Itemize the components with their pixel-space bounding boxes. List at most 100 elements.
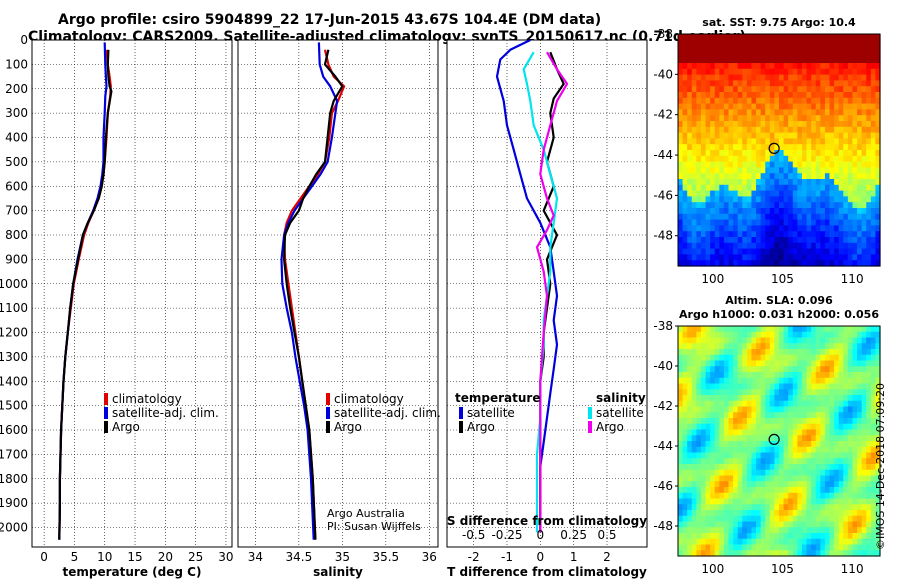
map-cell [696, 538, 702, 546]
map-cell [847, 515, 854, 523]
map-cell [861, 155, 867, 163]
map-cell [847, 202, 854, 209]
map-cell [751, 510, 757, 517]
map-cell [861, 167, 867, 174]
map-cell [678, 231, 684, 238]
map-cell [820, 254, 826, 261]
map-cell [870, 527, 877, 534]
map-cell [838, 225, 844, 232]
map-cell [705, 179, 711, 186]
map-cell [870, 115, 877, 122]
map-cell [875, 544, 881, 551]
map-cell [719, 429, 725, 436]
map-cell [678, 492, 684, 500]
map-cell [696, 34, 702, 41]
map-cell [742, 167, 748, 174]
map-cell [746, 343, 753, 350]
map-cell [834, 366, 840, 373]
map-cell [756, 115, 762, 122]
map-cell [801, 45, 808, 52]
map-cell [834, 39, 840, 47]
map-cell [742, 515, 748, 523]
map-cell [811, 63, 817, 70]
map-cell [733, 150, 739, 157]
map-cell [691, 533, 697, 540]
map-cell [723, 349, 730, 356]
map-cell [811, 74, 817, 81]
map-cell [788, 458, 794, 465]
map-cell [797, 92, 803, 99]
map-cell [765, 45, 771, 52]
map-cell [792, 57, 798, 64]
map-cell [687, 400, 693, 408]
map-cell [700, 126, 707, 134]
map-cell [742, 389, 748, 396]
map-cell [820, 533, 826, 540]
map-cell [834, 184, 840, 192]
map-cell [829, 109, 835, 116]
map-cell [820, 155, 826, 163]
map-cell [723, 34, 730, 41]
map-cell [783, 377, 789, 385]
map-cell [866, 337, 872, 344]
map-cell [866, 544, 872, 551]
map-cell [801, 429, 808, 436]
map-cell [765, 103, 771, 110]
map-cell [820, 34, 826, 41]
map-cell [820, 237, 826, 244]
map-cell [769, 237, 776, 244]
map-cell [824, 527, 831, 534]
map-cell [861, 544, 867, 551]
map-cell [779, 196, 785, 203]
map-cell [824, 39, 831, 47]
map-cell [806, 487, 812, 494]
x-axis-label: T difference from climatology [447, 565, 647, 579]
map-cell [847, 219, 854, 226]
map-cell [788, 383, 794, 390]
map-cell [678, 475, 684, 482]
map-cell [756, 326, 762, 333]
map-cell [769, 383, 776, 390]
map-cell [792, 510, 798, 517]
map-cell [857, 527, 863, 534]
map-cell [792, 190, 798, 197]
map-cell [792, 544, 798, 551]
map-cell [682, 213, 688, 221]
map-cell [710, 86, 716, 93]
map-cell [870, 481, 877, 488]
map-cell [710, 469, 716, 477]
map-cell [687, 452, 693, 459]
map-cell [824, 418, 831, 425]
x-tick-label: 10 [97, 550, 112, 564]
map-cell [779, 161, 785, 168]
map-cell [847, 418, 854, 425]
map-cell [866, 196, 872, 203]
map-cell [788, 510, 794, 517]
map-cell [866, 97, 872, 105]
map-cell [829, 115, 835, 122]
map-cell [746, 395, 753, 402]
map-cell [866, 237, 872, 244]
map-cell [746, 260, 753, 267]
map-cell [824, 360, 831, 367]
map-cell [723, 190, 730, 197]
map-cell [742, 202, 748, 209]
map-cell [792, 109, 798, 116]
map-cell [742, 34, 748, 41]
map-cell [834, 418, 840, 425]
map-cell [861, 173, 867, 180]
map-cell [788, 254, 794, 261]
map-cell [811, 550, 817, 557]
map-cell [751, 150, 757, 157]
map-cell [728, 395, 734, 402]
map-cell [838, 150, 844, 157]
map-cell [829, 469, 835, 477]
depth-tick-label: 2000 [0, 521, 28, 535]
map-cell [710, 504, 716, 511]
map-cell [723, 248, 730, 255]
map-cell [875, 458, 881, 465]
map-cell [719, 418, 725, 425]
map-cell [705, 515, 711, 523]
map-cell [820, 115, 826, 122]
map-cell [774, 126, 780, 134]
